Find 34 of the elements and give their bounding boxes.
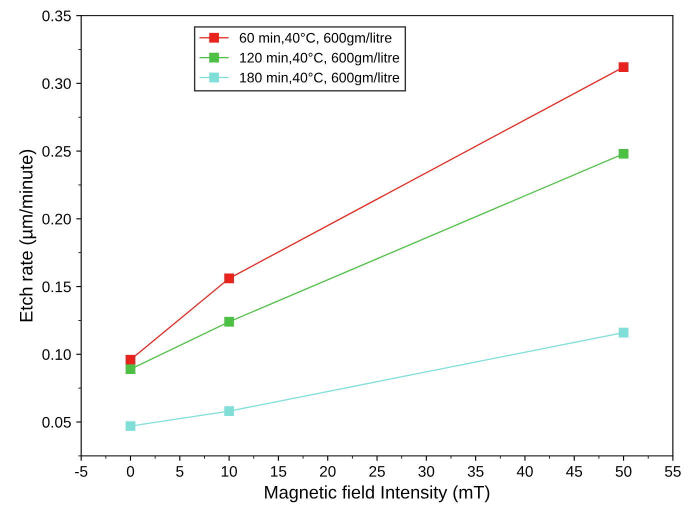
x-tick-label: 20: [320, 466, 336, 477]
x-tick-label: 25: [369, 466, 385, 477]
y-tick-label: 0.35: [42, 10, 71, 22]
x-tick-label: 50: [616, 466, 632, 477]
point: [618, 328, 628, 338]
x-tick-label: 45: [566, 466, 582, 477]
point: [126, 421, 136, 431]
x-tick-label: 35: [468, 466, 484, 477]
y-tick-label: 0.10: [42, 349, 71, 360]
point: [224, 406, 234, 416]
x-tick-label: 15: [271, 466, 286, 477]
point: [126, 354, 136, 365]
x-tick-label: 5: [176, 466, 184, 477]
point: [618, 148, 628, 159]
point: [224, 316, 234, 327]
point: [224, 274, 234, 284]
y-tick-label: 0.20: [42, 214, 71, 225]
point: [618, 62, 628, 72]
x-tick-label: 30: [418, 466, 434, 477]
y-axis-title: Etch rate (µm/minute): [19, 150, 36, 322]
x-tick-label: 10: [222, 466, 238, 477]
x-tick-label: 40: [516, 466, 533, 477]
legend-label: 60 min,40°C, 600gm/litre: [240, 32, 392, 46]
point: [126, 364, 136, 374]
x-tick-label: 0: [126, 466, 134, 477]
x-axis-title: Magnetic field Intensity (mT): [265, 485, 490, 502]
x-tick-label: 55: [664, 466, 681, 477]
y-tick-label: 0.25: [42, 146, 71, 157]
y-tick-label: 0.05: [42, 416, 71, 428]
y-tick-label: 0.30: [42, 78, 71, 90]
x-tick-label: -5: [75, 466, 88, 477]
legend-label: 120 min,40°C, 600gm/litre: [240, 52, 400, 66]
y-tick-label: 0.15: [42, 281, 71, 292]
legend-label: 180 min,40°C, 600gm/litre: [240, 72, 400, 86]
